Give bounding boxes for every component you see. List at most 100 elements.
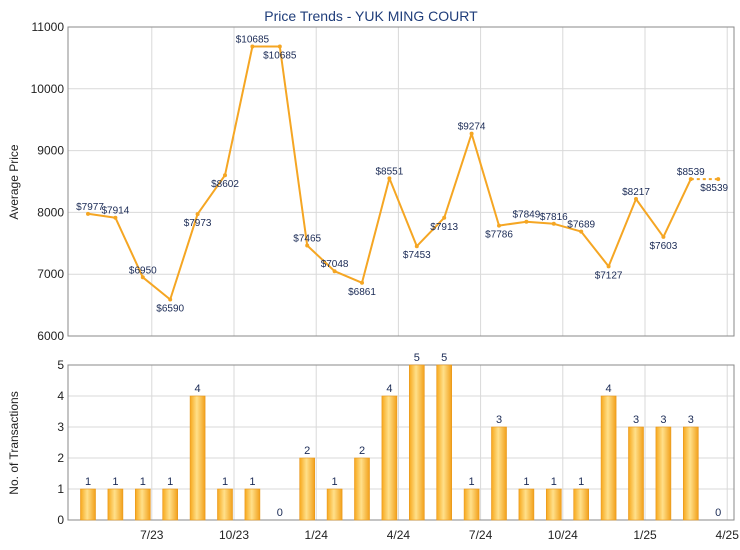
price-point (250, 44, 255, 49)
price-point (716, 177, 721, 182)
price-point (113, 215, 118, 220)
price-data-label: $7048 (321, 259, 349, 270)
price-data-label: $6590 (156, 304, 184, 315)
transaction-bar (518, 488, 535, 521)
price-point (414, 244, 419, 249)
transactions-panel-frame (67, 364, 735, 521)
transactions-tick-label: 2 (57, 451, 64, 465)
transaction-count-label: 3 (633, 414, 639, 426)
price-point (634, 196, 638, 201)
price-point (195, 212, 200, 217)
price-point (387, 176, 392, 181)
transaction-bar (80, 488, 96, 521)
transaction-count-label: 1 (167, 476, 173, 488)
price-tick-label: 8000 (37, 205, 64, 219)
transaction-bar (381, 395, 398, 521)
price-point (551, 221, 556, 226)
transaction-count-label: 1 (523, 476, 529, 488)
price-data-label: $7977 (76, 202, 104, 213)
transaction-count-label: 5 (441, 352, 447, 364)
price-data-label: $7786 (485, 230, 513, 241)
price-point (305, 243, 310, 248)
transaction-bar (463, 488, 480, 521)
transaction-count-label: 1 (551, 476, 557, 488)
transaction-bar (107, 488, 124, 521)
transaction-bar (573, 488, 590, 521)
transactions-tick-label: 1 (57, 482, 64, 496)
transactions-tick-label: 3 (57, 420, 64, 434)
transaction-bar (299, 457, 316, 521)
price-tick-label: 9000 (37, 144, 64, 158)
transaction-count-label: 1 (222, 476, 228, 488)
transaction-bar (628, 426, 644, 521)
price-point (86, 211, 90, 216)
transaction-bar (545, 488, 562, 521)
price-data-label: $8539 (677, 167, 705, 178)
transaction-bar (162, 488, 178, 521)
price-data-label: $6861 (348, 287, 376, 298)
transaction-count-label: 3 (496, 414, 502, 426)
transaction-count-label: 5 (414, 352, 420, 364)
month-tick-label: 4/24 (387, 528, 411, 542)
price-data-label: $7914 (101, 206, 129, 217)
price-point (579, 229, 584, 234)
price-point (497, 223, 501, 228)
price-data-label: $7816 (540, 212, 568, 223)
price-point (469, 131, 474, 136)
price-point (606, 264, 611, 269)
price-tick-label: 6000 (37, 329, 64, 343)
transaction-bar (408, 364, 425, 521)
price-point (140, 275, 145, 280)
transaction-count-label: 1 (578, 476, 584, 488)
price-data-label: $7465 (293, 233, 321, 244)
transactions-tick-label: 0 (57, 513, 64, 527)
transaction-count-label: 3 (688, 414, 694, 426)
price-line-panel: 6000 7000 8000 9000 10000 11000 $7977$7914 $695… (31, 20, 735, 343)
price-data-label: $7127 (595, 270, 623, 281)
transaction-count-label: 2 (359, 445, 365, 457)
price-point (360, 280, 364, 285)
transaction-bar (189, 395, 206, 521)
price-data-label: $8217 (622, 187, 650, 198)
transaction-count-label: 0 (715, 507, 721, 519)
price-point (223, 173, 227, 178)
transaction-count-label: 0 (277, 507, 283, 519)
transaction-count-label: 1 (469, 476, 475, 488)
transaction-count-label: 1 (332, 476, 338, 488)
transactions-bar-panel: 7/23 10/23 1/24 4/24 7/24 10/24 1/25 4/25 0 1 2 3 4 5… (57, 352, 739, 542)
price-data-label: $7973 (184, 218, 212, 229)
price-panel-frame (67, 26, 735, 337)
month-tick-label: 1/25 (633, 528, 657, 542)
month-tick-label: 7/24 (469, 528, 493, 542)
price-data-label: $7453 (403, 250, 431, 261)
transactions-tick-label: 4 (57, 389, 64, 403)
price-data-label: $9274 (458, 122, 486, 133)
transaction-bar (326, 488, 343, 521)
transaction-bar (436, 364, 453, 521)
transaction-count-label: 2 (304, 445, 310, 457)
price-data-label: $7849 (512, 210, 540, 221)
transaction-count-label: 4 (386, 383, 392, 395)
month-tick-label: 7/23 (140, 528, 164, 542)
transaction-bar (491, 426, 507, 521)
price-tick-label: 11000 (32, 20, 65, 34)
price-tick-label: 10000 (31, 82, 65, 96)
price-data-label: $7603 (649, 241, 677, 252)
price-data-label: $8539 (700, 183, 728, 194)
price-data-label: $6950 (129, 265, 157, 276)
transaction-count-label: 1 (85, 476, 91, 488)
price-point (168, 297, 173, 302)
month-tick-label: 10/24 (548, 528, 578, 542)
transaction-bar (217, 488, 233, 521)
transaction-bar (135, 488, 151, 521)
month-tick-label: 10/23 (219, 528, 249, 542)
transaction-count-label: 4 (606, 383, 612, 395)
transaction-count-label: 4 (195, 383, 201, 395)
transaction-bar (600, 395, 617, 521)
price-data-label: $10685 (263, 50, 297, 61)
price-data-label: $10685 (236, 34, 270, 45)
transaction-count-label: 1 (112, 476, 118, 488)
transaction-count-label: 1 (249, 476, 255, 488)
price-axis-label: Average Price (7, 144, 21, 219)
